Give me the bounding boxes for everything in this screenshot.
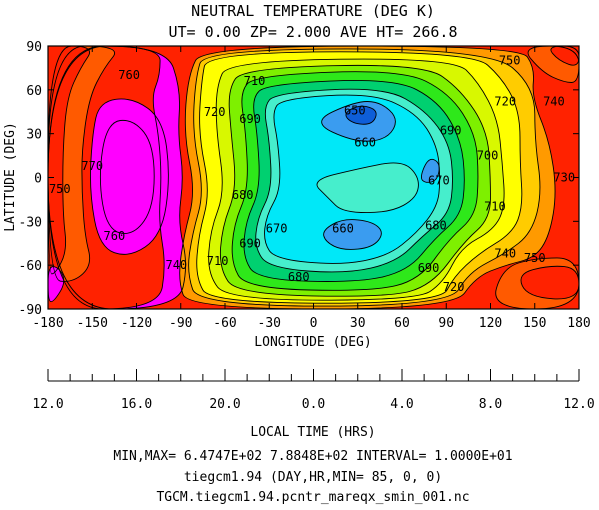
x-tick-label: -30	[258, 316, 281, 331]
contour-label: 760	[118, 68, 140, 82]
y-axis-label: LATITUDE (DEG)	[3, 122, 18, 232]
contour-label: 720	[494, 95, 516, 109]
contour-label: 680	[232, 188, 254, 202]
y-tick-label: -60	[19, 259, 42, 274]
contour-line-650	[323, 219, 382, 250]
contour-label: 680	[288, 270, 310, 284]
x-tick-label: 180	[567, 316, 590, 331]
contour-label: 690	[440, 124, 462, 138]
contour-line-650	[321, 101, 396, 142]
contour-line-710	[208, 58, 505, 301]
contour-label: 710	[244, 74, 266, 88]
contour-line-750	[47, 45, 115, 282]
contour-label: 750	[49, 182, 71, 196]
contour-label: 720	[204, 105, 226, 119]
contour-region-770	[100, 120, 155, 234]
contour-label: 660	[332, 222, 354, 236]
local-time-label: LOCAL TIME (HRS)	[250, 425, 375, 440]
contour-line-770	[99, 119, 155, 234]
x-axis-ticks: -180 -150 -120 -90 -60 -30 0 30 60 90 120 150 180	[32, 46, 591, 331]
contour-label: 740	[543, 95, 565, 109]
contour-label: 690	[239, 112, 261, 126]
contour-label: 720	[443, 280, 465, 294]
x-tick-label: -180	[32, 316, 63, 331]
contour-line-770	[90, 98, 169, 255]
x-tick-label: -90	[169, 316, 192, 331]
x-tick-label: 30	[350, 316, 366, 331]
contour-line-760	[47, 45, 165, 310]
contour-region-640	[345, 106, 377, 125]
contour-label: 740	[165, 258, 187, 272]
contour-region-770	[48, 266, 64, 302]
x-tick-label: 0	[310, 316, 318, 331]
contour-lines	[47, 45, 580, 310]
contour-label: 760	[104, 229, 126, 243]
x-tick-label: -60	[213, 316, 236, 331]
footer-file: TGCM.tiegcm1.94.pcntr_mareqx_smin_001.nc	[156, 490, 469, 505]
contour-label: 770	[81, 159, 103, 173]
contour-label: 680	[425, 219, 447, 233]
chart-title: NEUTRAL TEMPERATURE (DEG K)	[191, 2, 435, 20]
contour-label: 740	[494, 246, 516, 260]
contour-label: 710	[207, 254, 229, 268]
contour-label: 690	[239, 236, 261, 250]
footer-model: tiegcm1.94 (DAY,HR,MIN= 85, 0, 0)	[184, 470, 442, 485]
local-time-tick-label: 20.0	[209, 397, 240, 412]
x-tick-label: 120	[479, 316, 502, 331]
contour-label: 750	[524, 251, 546, 265]
contour-label: 710	[484, 200, 506, 214]
local-time-tick-label: 16.0	[121, 397, 152, 412]
footer-stats: MIN,MAX= 6.4747E+02 7.8848E+02 INTERVAL=…	[113, 449, 512, 464]
contour-line-700	[219, 64, 491, 297]
contour-label: 650	[344, 103, 366, 117]
contour-line-650	[421, 158, 440, 183]
chart-subtitle: UT= 0.00 ZP= 2.000 AVE HT= 266.8	[169, 23, 458, 41]
contour-line-740	[179, 45, 556, 310]
contour-region-650	[421, 159, 440, 183]
contour-region-760	[520, 266, 579, 299]
local-time-tick-label: 12.0	[563, 397, 594, 412]
x-axis-label: LONGITUDE (DEG)	[254, 335, 371, 350]
contour-region-650	[323, 219, 382, 250]
contour-line-660	[264, 94, 441, 264]
local-time-tick-label: 4.0	[390, 397, 413, 412]
contour-region-670	[317, 162, 419, 213]
x-tick-label: -120	[121, 316, 152, 331]
contour-line-670	[316, 162, 419, 214]
y-tick-label: -30	[19, 215, 42, 230]
contour-line-680	[243, 80, 465, 282]
contour-label: 670	[266, 222, 288, 236]
contour-label: 670	[428, 173, 450, 187]
y-tick-label: 30	[26, 128, 42, 143]
local-time-tick-label: 0.0	[302, 397, 325, 412]
contour-label: 690	[418, 261, 440, 275]
x-tick-label: -150	[77, 316, 108, 331]
local-time-tick-label: 12.0	[32, 397, 63, 412]
contour-line-770	[47, 266, 65, 303]
local-time-ticks: 12.0 16.0 20.0 0.0 4.0 8.0 12.0	[32, 369, 595, 412]
contour-label: 730	[553, 171, 575, 185]
contour-label: 660	[354, 135, 376, 149]
contour-line-670	[255, 88, 453, 273]
x-tick-label: 60	[394, 316, 410, 331]
x-tick-label: 150	[523, 316, 546, 331]
local-time-tick-label: 8.0	[479, 397, 502, 412]
y-tick-label: -90	[19, 303, 42, 318]
contour-line-690	[231, 71, 479, 291]
contour-line-760	[520, 265, 580, 300]
y-tick-label: 0	[34, 172, 42, 187]
contour-label: 750	[499, 54, 521, 68]
contour-line-730	[188, 48, 541, 307]
contour-line-640	[345, 105, 377, 125]
y-tick-label: 90	[26, 40, 42, 55]
y-tick-label: 60	[26, 84, 42, 99]
x-tick-label: 90	[438, 316, 454, 331]
contour-region-760	[48, 46, 90, 274]
contour-line-720	[196, 51, 523, 304]
contour-label: 700	[477, 149, 499, 163]
y-axis-ticks: 90 60 30 0 -30 -60 -90	[19, 40, 579, 318]
